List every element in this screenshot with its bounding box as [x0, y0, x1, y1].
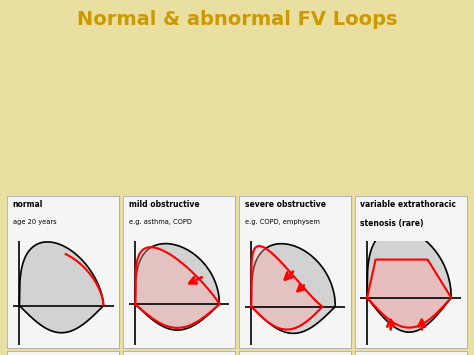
- Polygon shape: [367, 229, 451, 332]
- Text: age 20 years: age 20 years: [13, 219, 56, 225]
- Text: Normal & abnormal FV Loops: Normal & abnormal FV Loops: [77, 10, 397, 29]
- Polygon shape: [19, 242, 103, 333]
- Text: severe obstructive: severe obstructive: [245, 200, 326, 209]
- Polygon shape: [136, 244, 219, 330]
- Text: mild obstructive: mild obstructive: [128, 200, 199, 209]
- Polygon shape: [136, 247, 219, 328]
- Text: normal: normal: [13, 200, 43, 209]
- Text: e.g. COPD, emphysem: e.g. COPD, emphysem: [245, 219, 319, 225]
- Text: variable extrathoracic: variable extrathoracic: [360, 200, 456, 209]
- Polygon shape: [367, 260, 451, 328]
- Text: e.g. asthma, COPD: e.g. asthma, COPD: [128, 219, 191, 225]
- Polygon shape: [251, 246, 323, 329]
- Text: stenosis (rare): stenosis (rare): [360, 219, 424, 228]
- Polygon shape: [251, 244, 335, 333]
